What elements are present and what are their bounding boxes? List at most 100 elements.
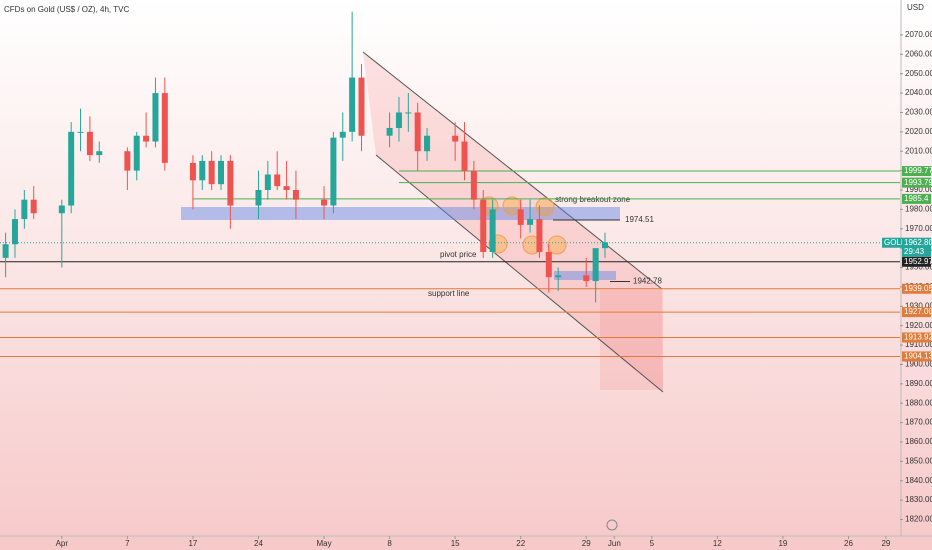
y-tick-label: 2010.00 (905, 146, 932, 155)
candle-body (143, 135, 150, 142)
y-tick-label: 1870.00 (905, 418, 932, 427)
candle-body (58, 205, 65, 214)
candle-body (199, 160, 206, 181)
candle-body (527, 219, 534, 225)
candle-body (152, 93, 159, 142)
y-tick-label: 1930.00 (905, 301, 932, 310)
y-tick-label: 1950.00 (905, 263, 932, 272)
y-tick-label: 2040.00 (905, 88, 932, 97)
candle-body (601, 242, 608, 249)
x-tick-label: May (316, 539, 331, 548)
x-tick-label: Apr (56, 539, 69, 548)
x-tick-label: 24 (254, 539, 263, 548)
annotation: pivot price (440, 250, 477, 259)
y-tick-label: 2030.00 (905, 108, 932, 117)
level-label-box (902, 256, 931, 267)
y-tick-label: 1840.00 (905, 476, 932, 485)
x-tick-label: 7 (125, 539, 130, 548)
candle-body (536, 219, 543, 253)
x-tick-label: 29 (881, 539, 890, 548)
candle-body (386, 127, 393, 136)
y-tick-label: 1890.00 (905, 379, 932, 388)
level-label: 1927.00 (904, 307, 932, 316)
annotation: support line (428, 289, 470, 298)
level-label: 1985.4 (904, 194, 929, 203)
level-label: 1999.77 (904, 166, 932, 175)
candle-body (470, 170, 477, 200)
breakout-zone (181, 207, 620, 220)
chart-title: CFDs on Gold (US$ / OZ), 4h, TVC (4, 5, 129, 14)
y-tick-label: 1850.00 (905, 456, 932, 465)
level-label-box (902, 177, 931, 188)
x-tick-label: 12 (713, 539, 722, 548)
touch-circle (547, 235, 567, 255)
candle-body (189, 162, 196, 181)
level-label-box (902, 307, 931, 318)
candle-body (161, 93, 168, 163)
candle-body (583, 275, 590, 282)
x-tick-label: 15 (451, 539, 460, 548)
countdown: 29:43 (904, 247, 925, 256)
last-price-label: 1962.80 (904, 238, 932, 247)
y-tick-label: 1970.00 (905, 224, 932, 233)
channel-lower (375, 154, 664, 393)
y-tick-label: 1920.00 (905, 321, 932, 330)
candle-body (68, 131, 75, 206)
candle-body (480, 199, 487, 253)
y-tick-label: 2050.00 (905, 69, 932, 78)
x-tick-label: 19 (778, 539, 787, 548)
channel-fill (363, 52, 663, 392)
candle-body (405, 112, 412, 114)
candle-body (339, 131, 346, 138)
candle-body (218, 160, 225, 185)
candle-body (96, 151, 103, 156)
candle-body (30, 199, 37, 214)
x-tick-label: Jun (608, 539, 621, 548)
x-tick-label: 26 (844, 539, 853, 548)
candle-body (358, 77, 365, 136)
level-label: 1993.79 (904, 178, 932, 187)
candle-body (461, 141, 468, 171)
y-tick-label: 2060.00 (905, 49, 932, 58)
candle-body (77, 131, 84, 133)
candle-body (321, 199, 328, 206)
candle-body (292, 189, 299, 200)
candle-body (489, 209, 496, 253)
y-tick-label: 2070.00 (905, 30, 932, 39)
currency: USD (907, 3, 924, 12)
y-tick-label: 2020.00 (905, 127, 932, 136)
candle-body (414, 112, 421, 152)
level-label: 1904.13 (904, 352, 932, 361)
candle-body (227, 160, 234, 206)
candle-body (264, 174, 271, 190)
candle-body (133, 135, 140, 171)
symbol-box (882, 237, 902, 248)
target-label: 1942.78 (633, 277, 662, 286)
y-tick-label: 1820.00 (905, 515, 932, 524)
level-label: 1952.97 (904, 257, 932, 266)
candle-body (395, 112, 402, 128)
level-label: 1913.92 (904, 333, 932, 342)
y-tick-label: 1830.00 (905, 495, 932, 504)
replay-icon[interactable] (606, 519, 618, 531)
symbol-label: GOLD (884, 238, 907, 247)
candle-body (255, 189, 262, 206)
candle-body (349, 77, 356, 132)
level-label-box (902, 193, 931, 204)
candle-body (283, 186, 290, 190)
level-label: 1939.05 (904, 284, 932, 293)
candle-body (424, 135, 431, 152)
level-label-box (902, 351, 931, 362)
candle-body (124, 151, 131, 171)
y-tick-label: 1980.00 (905, 204, 932, 213)
level-label-box (902, 166, 931, 177)
candle-body (452, 135, 459, 142)
last-price-box (902, 237, 931, 257)
x-tick-label: 29 (582, 539, 591, 548)
candle-body (592, 248, 599, 282)
y-tick-label: 1880.00 (905, 398, 932, 407)
target-label: 1974.51 (625, 215, 654, 224)
y-tick-label: 1990.00 (905, 185, 932, 194)
